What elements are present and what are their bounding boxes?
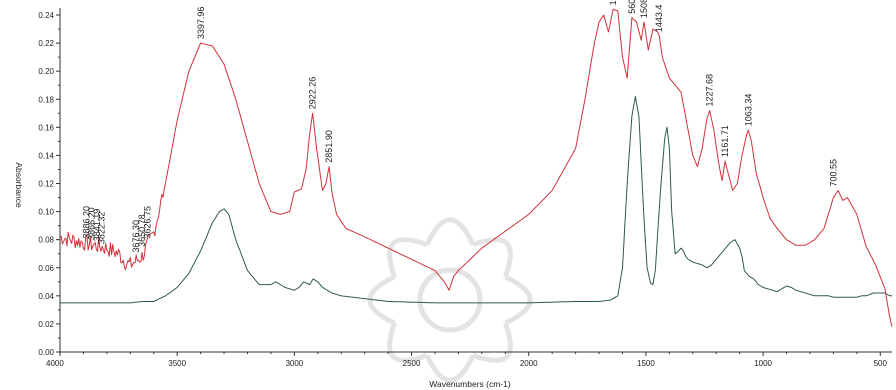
watermark-petal [472, 237, 513, 278]
watermark-petal [424, 217, 476, 246]
watermark-petal [424, 354, 476, 383]
peak-label: 560.42 [627, 0, 637, 14]
peak-label: 3841.19 [92, 209, 102, 242]
y-tick-label: 0.00 [38, 348, 54, 357]
x-tick-label: 2000 [520, 359, 538, 368]
peak-label: 2922.26 [308, 77, 318, 110]
series-layer [59, 8, 893, 327]
x-tick-label: 4000 [46, 359, 64, 368]
series-line-green [60, 96, 892, 304]
watermark-logo [367, 217, 533, 383]
axes: 0.00 0.02 0.04 0.06 0.08 0.10 0.12 0.14 0.16 0.18… [38, 8, 892, 368]
peak-label: 3676.30 [131, 220, 141, 253]
peak-label: 3397.96 [196, 7, 206, 40]
y-axis-title: Absorbance [14, 162, 24, 208]
watermark-petal [472, 322, 513, 363]
peak-label: 3866.20 [86, 207, 96, 240]
peak-label: 1443.4 [654, 5, 664, 33]
peak-label: 3886.20 [82, 206, 92, 239]
peak-label: 1 [608, 0, 618, 5]
y-tick-label: 0.10 [38, 208, 54, 217]
x-tick-label: 2500 [403, 359, 421, 368]
y-tick-label: 0.02 [38, 320, 54, 329]
peak-label: 1508 [639, 0, 649, 18]
x-tick-label: 1500 [637, 359, 655, 368]
y-tick-label: 0.08 [38, 236, 54, 245]
x-axis-title: Wavenumbers (cm-1) [429, 379, 511, 389]
y-tick-label: 0.06 [38, 264, 54, 273]
y-tick-label: 0.12 [38, 180, 54, 189]
watermark-petal [504, 274, 533, 326]
x-tick-label: 500 [874, 359, 888, 368]
peak-label: 3626.75 [143, 206, 153, 239]
watermark-petal [387, 322, 428, 363]
y-tick-label: 0.24 [38, 11, 54, 20]
watermark-petal [387, 237, 428, 278]
peak-label: 3650.78 [137, 214, 147, 247]
peak-label: 700.55 [828, 159, 838, 187]
peak-label: 1063.34 [743, 94, 753, 127]
peak-label: 2851.90 [324, 130, 334, 163]
y-tick-label: 0.14 [38, 151, 54, 160]
y-tick-label: 0.22 [38, 39, 54, 48]
watermark-petal [367, 274, 396, 326]
peak-label: 1227.68 [705, 74, 715, 107]
series-line-red [59, 8, 893, 327]
watermark-ring [417, 267, 483, 333]
x-tick-label: 1000 [754, 359, 772, 368]
y-tick-label: 0.20 [38, 67, 54, 76]
x-tick-label: 3000 [285, 359, 303, 368]
y-tick-label: 0.16 [38, 123, 54, 132]
x-tick-label: 3500 [168, 359, 186, 368]
y-tick-label: 0.18 [38, 95, 54, 104]
y-tick-label: 0.04 [38, 292, 54, 301]
peak-label: 1161.71 [720, 125, 730, 157]
peak-label: 3822.32 [97, 212, 107, 245]
peak-label-layer: 3397.96 2922.26 2851.90 1227.68 1161.71 1063.… [82, 0, 839, 253]
